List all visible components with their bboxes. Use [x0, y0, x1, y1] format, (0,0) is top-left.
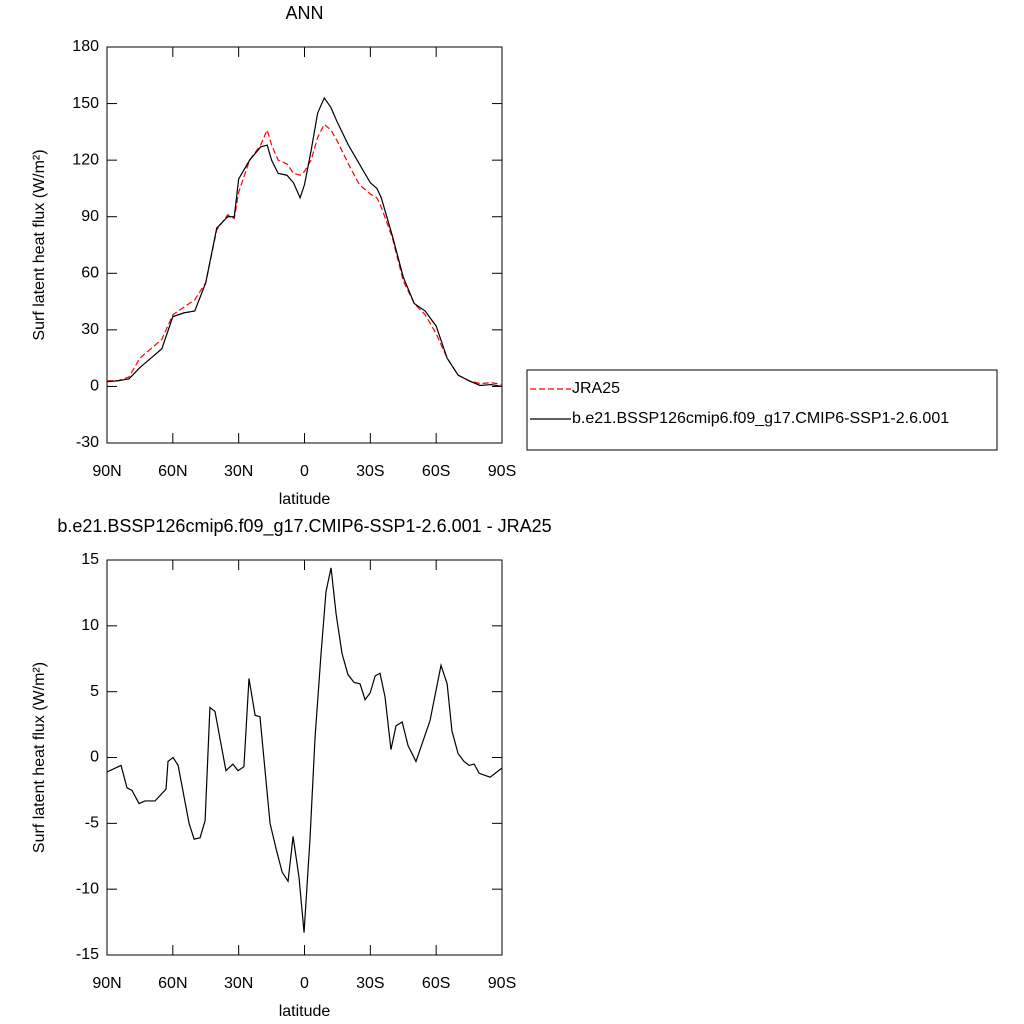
x-tick-label: 30S	[356, 463, 384, 480]
y-tick-label: 150	[72, 95, 99, 112]
data-line	[107, 123, 503, 386]
x-tick-label: 60N	[158, 463, 187, 480]
x-tick-label: 60S	[422, 975, 450, 992]
x-tick-label: 0	[300, 463, 309, 480]
legend-box	[526, 369, 998, 451]
chart-title: ANN	[285, 3, 323, 23]
data-line	[106, 96, 503, 388]
x-tick-label: 30N	[224, 975, 253, 992]
y-tick-label: 0	[90, 749, 99, 766]
y-tick-label: -30	[76, 434, 99, 451]
x-tick-label: 90S	[488, 975, 516, 992]
x-tick-label: 0	[300, 975, 309, 992]
data-line	[106, 567, 503, 933]
x-tick-label: 90S	[488, 463, 516, 480]
y-tick-label: 10	[81, 617, 99, 634]
y-tick-label: 30	[81, 321, 99, 338]
x-axis-label: latitude	[279, 491, 331, 508]
y-tick-label: 5	[90, 683, 99, 700]
y-tick-label: 15	[81, 551, 99, 568]
y-tick-label: 0	[90, 378, 99, 395]
x-tick-label: 30N	[224, 463, 253, 480]
y-tick-label: -5	[85, 815, 99, 832]
chart-title: b.e21.BSSP126cmip6.f09_g17.CMIP6-SSP1-2.…	[57, 516, 551, 537]
y-tick-label: -15	[76, 946, 99, 963]
y-axis-label: Surf latent heat flux (W/m²)	[31, 149, 48, 340]
y-axis-label: Surf latent heat flux (W/m²)	[31, 662, 48, 853]
y-tick-label: 90	[81, 208, 99, 225]
plot-frame	[106, 46, 503, 444]
x-tick-label: 30S	[356, 975, 384, 992]
legend-label: b.e21.BSSP126cmip6.f09_g17.CMIP6-SSP1-2.…	[572, 410, 949, 427]
y-tick-label: -10	[76, 880, 99, 897]
x-tick-label: 60S	[422, 463, 450, 480]
x-tick-label: 60N	[158, 975, 187, 992]
y-tick-label: 120	[72, 151, 99, 168]
y-tick-label: 180	[72, 38, 99, 55]
plot-frame	[106, 559, 503, 956]
y-tick-label: 60	[81, 265, 99, 282]
x-axis-label: latitude	[279, 1003, 331, 1020]
x-tick-label: 90N	[92, 463, 121, 480]
x-tick-label: 90N	[92, 975, 121, 992]
legend-label: JRA25	[572, 380, 620, 397]
